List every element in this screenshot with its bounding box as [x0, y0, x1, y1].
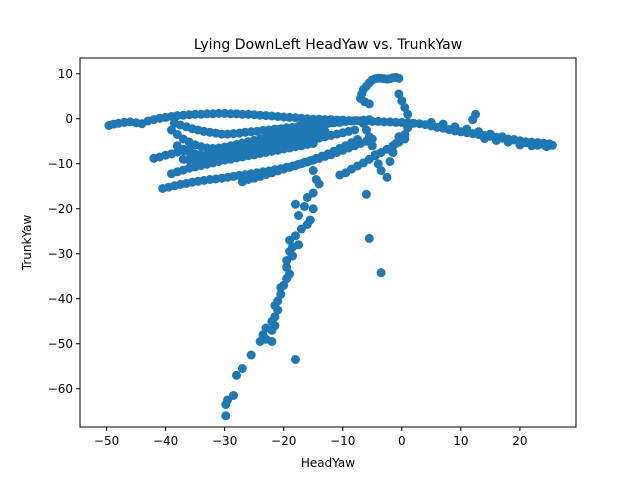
data-point	[527, 141, 537, 151]
data-point	[314, 179, 324, 189]
data-point	[302, 193, 312, 202]
y-tick-label: −20	[48, 202, 73, 216]
data-point	[364, 99, 374, 109]
data-point	[376, 268, 386, 278]
data-point	[491, 135, 501, 145]
data-point	[308, 139, 318, 148]
x-tick-label: −50	[94, 434, 119, 448]
y-tick-label: 10	[58, 67, 73, 81]
data-point	[462, 124, 472, 134]
data-points	[104, 72, 557, 421]
data-point	[361, 189, 371, 199]
data-point	[450, 122, 460, 132]
data-point	[261, 323, 271, 333]
y-axis-label: TrunkYaw	[20, 215, 34, 272]
data-point	[184, 144, 194, 154]
x-axis-ticks: −50 −40 −30 −20 −10 0 10 20	[94, 427, 528, 448]
data-point	[232, 370, 241, 380]
data-point	[282, 274, 292, 283]
x-tick-label: −10	[330, 434, 355, 448]
data-point	[221, 411, 231, 421]
data-point	[480, 134, 489, 143]
data-point	[332, 116, 342, 126]
x-axis-label: HeadYaw	[301, 456, 355, 470]
data-point	[237, 364, 247, 373]
data-point	[382, 172, 392, 182]
data-point	[370, 150, 380, 160]
data-point	[358, 118, 368, 128]
data-point	[285, 235, 295, 245]
data-point	[539, 139, 548, 149]
data-point	[267, 337, 277, 346]
data-point	[515, 140, 525, 150]
data-point	[397, 96, 407, 106]
data-point	[403, 109, 413, 119]
data-point	[294, 211, 303, 220]
x-tick-label: −20	[271, 434, 296, 448]
data-point	[308, 204, 318, 214]
data-point	[308, 166, 318, 175]
data-point	[299, 202, 309, 211]
data-point	[388, 148, 398, 157]
data-point	[364, 132, 374, 142]
y-axis-ticks: 10 0 −10 −20 −30 −40 −50 −60	[48, 67, 80, 396]
data-point	[474, 127, 484, 137]
data-point	[367, 141, 377, 151]
data-point	[394, 89, 404, 99]
data-point	[394, 73, 404, 83]
x-tick-label: 20	[512, 434, 527, 448]
data-point	[288, 251, 298, 261]
data-point	[296, 224, 306, 234]
data-point	[426, 117, 436, 127]
y-tick-label: −40	[48, 292, 73, 306]
data-point	[503, 137, 513, 147]
data-point	[376, 166, 386, 175]
data-point	[438, 119, 448, 129]
x-tick-label: −40	[153, 434, 178, 448]
data-point	[273, 305, 283, 315]
data-point	[385, 157, 395, 166]
y-tick-label: −60	[48, 382, 73, 396]
data-point	[221, 400, 231, 409]
y-tick-label: −30	[48, 247, 73, 261]
x-tick-label: 0	[398, 434, 406, 448]
data-point	[276, 283, 286, 292]
data-point	[350, 125, 360, 135]
x-tick-label: −30	[212, 434, 237, 448]
data-point	[255, 337, 265, 346]
x-tick-label: 10	[453, 434, 468, 448]
data-point	[276, 289, 286, 299]
chart-title: Lying DownLeft HeadYaw vs. TrunkYaw	[194, 37, 462, 53]
data-point	[364, 233, 374, 243]
y-tick-label: 0	[65, 112, 73, 126]
data-point	[291, 355, 300, 364]
data-point	[246, 350, 256, 360]
plot-area-frame	[79, 57, 577, 428]
data-point	[403, 123, 413, 133]
data-point	[291, 199, 300, 209]
data-point	[391, 139, 401, 148]
y-tick-label: −10	[48, 157, 73, 171]
y-tick-label: −50	[48, 337, 73, 351]
data-point	[468, 115, 478, 125]
data-point	[361, 125, 371, 135]
data-point	[400, 103, 410, 112]
